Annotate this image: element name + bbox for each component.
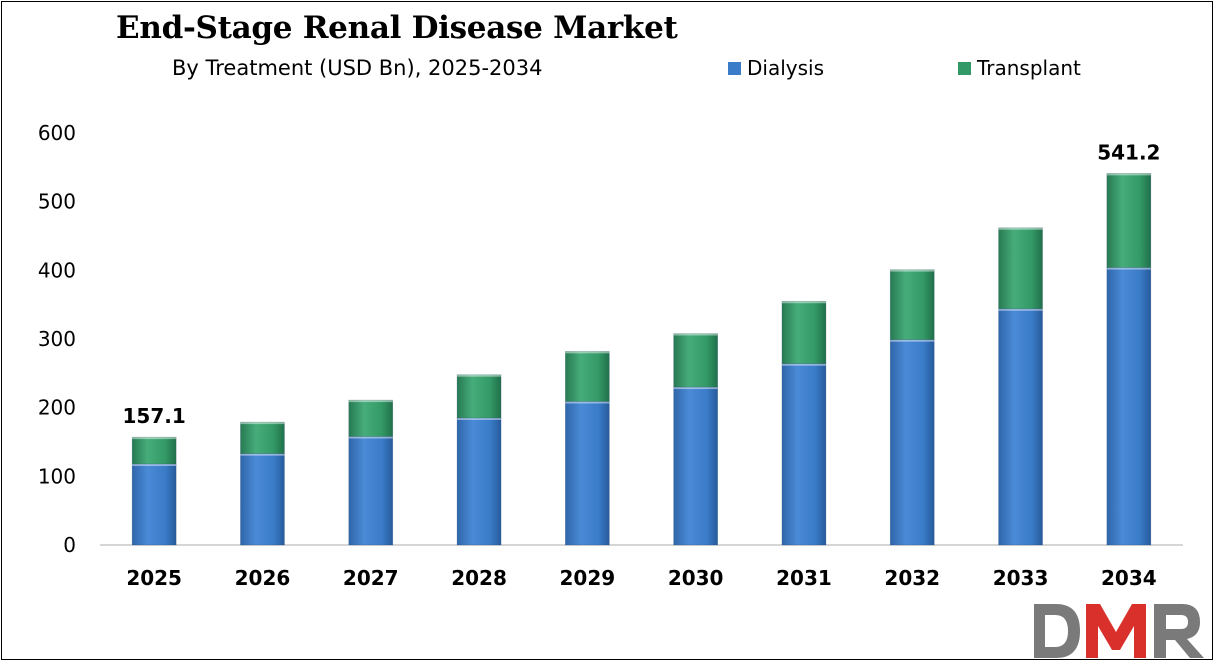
bar-segment-highlight [240, 453, 285, 456]
bar-segment-dialysis [348, 436, 394, 546]
bar-segment-highlight [998, 227, 1043, 230]
bar-segment-highlight [348, 400, 393, 403]
y-tick-label: 200 [38, 396, 76, 420]
x-tick-label: 2028 [451, 566, 507, 590]
y-tick-label: 300 [38, 327, 76, 351]
bar-segment-highlight [673, 333, 718, 336]
bar-segment-highlight [240, 422, 285, 425]
bar-segment-highlight [132, 463, 177, 466]
x-tick-label: 2034 [1101, 566, 1157, 590]
bar-segment-highlight [890, 339, 935, 342]
bar-segment-dialysis [781, 363, 827, 546]
total-data-label: 157.1 [123, 404, 186, 428]
bar-segment-highlight [781, 363, 826, 366]
bar-segment-highlight [348, 436, 393, 439]
x-tick-label: 2032 [884, 566, 940, 590]
x-tick-label: 2030 [668, 566, 724, 590]
legend-label-transplant: Transplant [977, 56, 1081, 80]
total-data-label: 541.2 [1097, 140, 1160, 164]
bar-segment-dialysis [240, 453, 285, 546]
legend-label-dialysis: Dialysis [747, 56, 825, 80]
x-tick-label: 2033 [993, 566, 1049, 590]
y-tick-label: 0 [63, 533, 76, 557]
bar-segment-dialysis [456, 417, 502, 546]
bar-segment-highlight [1106, 173, 1151, 176]
bar-segment-highlight [1106, 267, 1151, 270]
bar-segment-dialysis [131, 463, 177, 546]
legend-swatch-dialysis [728, 61, 741, 75]
bar-segment-transplant [456, 374, 502, 419]
x-tick-label: 2029 [560, 566, 616, 590]
chart-subtitle: By Treatment (USD Bn), 2025-2034 [172, 56, 543, 80]
bar-segment-dialysis [889, 339, 935, 546]
dmr-logo [1030, 596, 1215, 662]
y-tick-label: 500 [38, 190, 76, 214]
bar-segment-dialysis [998, 308, 1043, 546]
bar-segment-transplant [889, 269, 935, 340]
bar-segment-transplant [131, 436, 177, 465]
y-tick-label: 400 [38, 258, 76, 282]
bar-segment-highlight [781, 301, 826, 304]
chart-title: End-Stage Renal Disease Market [116, 10, 678, 46]
bar-segment-transplant [240, 421, 285, 454]
bar-segment-transplant [998, 227, 1043, 310]
bar-segment-highlight [457, 417, 502, 420]
y-tick-label: 100 [38, 464, 76, 488]
bar-segment-transplant [565, 351, 610, 402]
bar-segment-dialysis [673, 386, 718, 546]
y-tick-label: 600 [38, 121, 76, 145]
bar-segment-transplant [1106, 173, 1152, 268]
bar-segment-highlight [565, 401, 610, 404]
bar-segment-dialysis [1106, 267, 1152, 546]
bar-segment-highlight [998, 308, 1043, 311]
bar-segment-highlight [890, 269, 935, 272]
bar-segment-highlight [457, 374, 502, 377]
x-tick-label: 2025 [126, 566, 182, 590]
bar-segment-transplant [673, 333, 718, 388]
bar-segment-transplant [781, 300, 827, 365]
legend-swatch-transplant [958, 61, 971, 75]
bar-segment-highlight [565, 351, 610, 354]
legend-item-dialysis: Dialysis [728, 56, 824, 80]
legend-item-transplant: Transplant [958, 56, 1081, 80]
bar-segment-dialysis [565, 401, 610, 546]
x-tick-label: 2031 [776, 566, 832, 590]
bar-segment-highlight [132, 437, 177, 440]
bar-segment-transplant [348, 399, 394, 437]
x-tick-label: 2026 [235, 566, 291, 590]
dmr-logo-mark [1034, 604, 1204, 658]
x-tick-label: 2027 [343, 566, 399, 590]
bar-segment-highlight [673, 387, 718, 390]
